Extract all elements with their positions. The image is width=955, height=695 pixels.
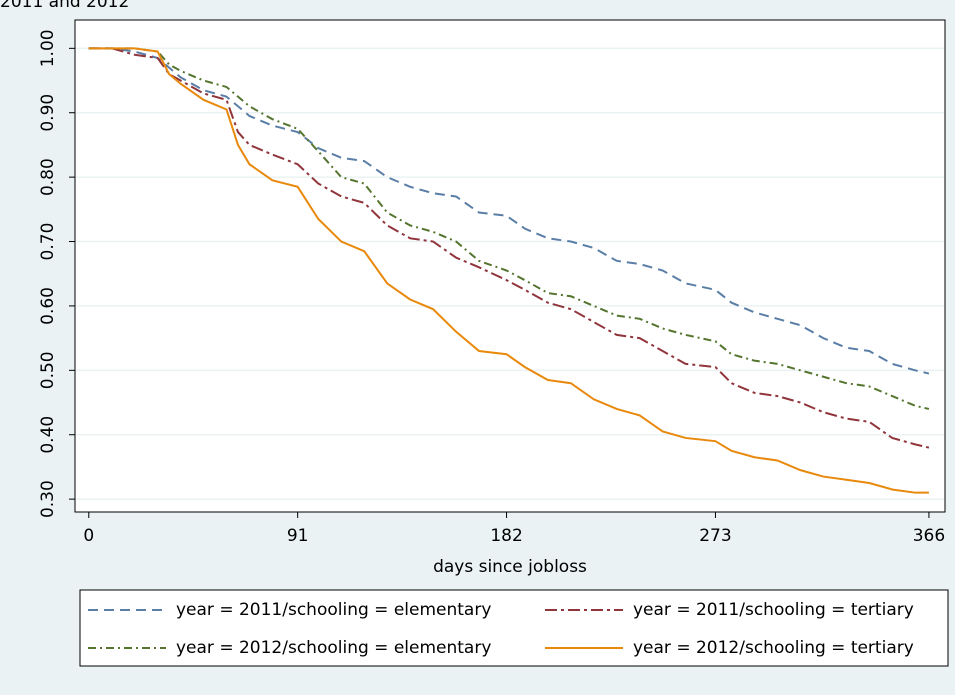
- y-tick-label: 0.80: [38, 158, 58, 196]
- x-tick-label: 366: [913, 526, 945, 546]
- y-tick-label: 1.00: [38, 29, 58, 67]
- legend-label: year = 2012/schooling = tertiary: [633, 638, 914, 658]
- series-line: [88, 47, 930, 410]
- x-tick-label: 182: [490, 526, 522, 546]
- y-tick-label: 0.60: [38, 287, 58, 325]
- y-tick-label: 0.40: [38, 416, 58, 454]
- legend-label: year = 2011/schooling = tertiary: [633, 600, 914, 620]
- plot-area: [74, 19, 946, 513]
- legend: [79, 589, 949, 667]
- legend-label: year = 2012/schooling = elementary: [176, 638, 491, 658]
- legend-label: year = 2011/schooling = elementary: [176, 600, 491, 620]
- x-tick-label: 0: [83, 526, 94, 546]
- series-line: [88, 47, 929, 494]
- y-tick-label: 0.30: [38, 480, 58, 518]
- y-tick-label: 0.90: [38, 94, 58, 132]
- x-tick-label: 91: [287, 526, 309, 546]
- x-axis-label: days since jobloss: [433, 557, 587, 577]
- y-tick-label: 0.70: [38, 223, 58, 261]
- x-tick-label: 273: [699, 526, 731, 546]
- y-tick-label: 0.50: [38, 351, 58, 389]
- chart-title: 2011 and 2012: [0, 0, 129, 12]
- series-line: [88, 47, 930, 449]
